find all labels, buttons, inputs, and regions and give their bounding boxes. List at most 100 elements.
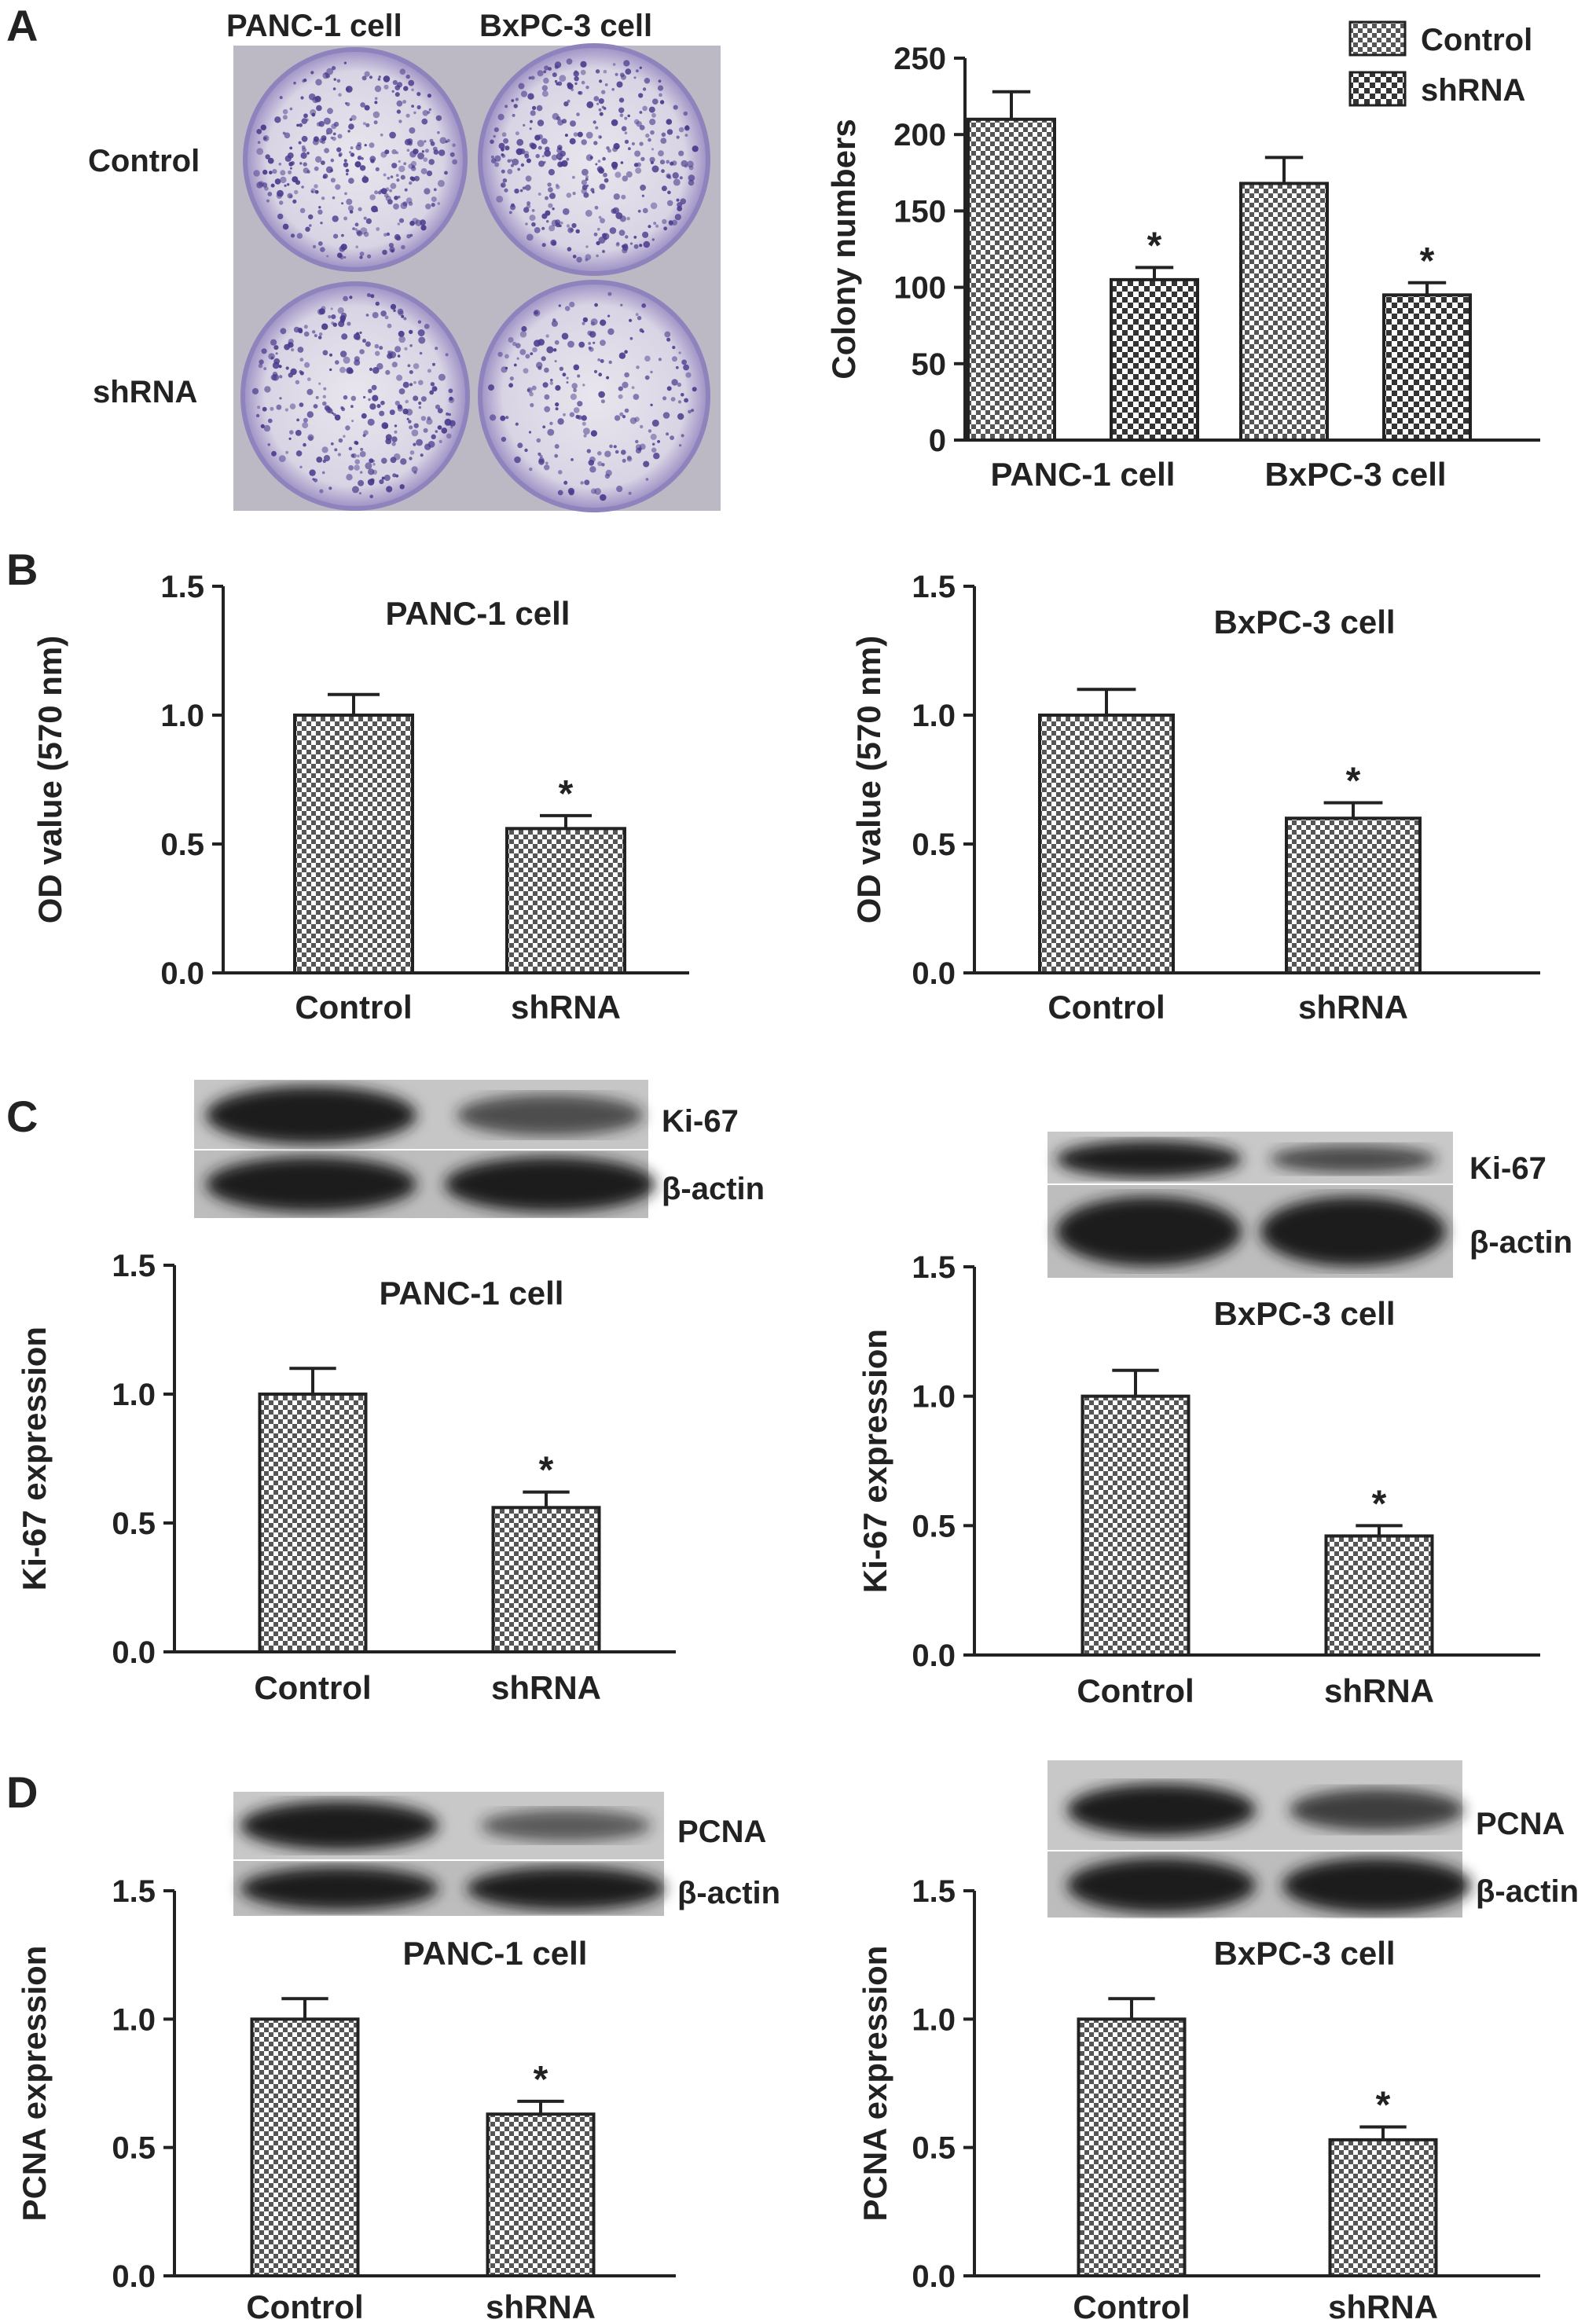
colony-dot (280, 170, 286, 176)
colony-dot (611, 208, 617, 214)
colony-dot (343, 256, 347, 259)
y-tick-label: 1.0 (160, 699, 204, 733)
colony-dot (500, 415, 506, 421)
colony-dot (398, 388, 405, 395)
colony-dot (418, 380, 424, 386)
y-tick-label: 0.5 (112, 2131, 156, 2166)
colony-dot (347, 368, 354, 374)
colony-dot (276, 404, 282, 410)
colony-dot (420, 396, 427, 402)
colony-dot (375, 350, 380, 356)
colony-dot (639, 125, 645, 130)
colony-dot (681, 393, 684, 397)
y-axis-label: Ki-67 expression (16, 1327, 53, 1591)
colony-dot (409, 176, 414, 181)
colony-dot (420, 416, 427, 421)
colony-dot (521, 325, 527, 332)
colony-dot (577, 131, 583, 138)
colony-dot (576, 112, 580, 116)
colony-dot (624, 350, 628, 354)
colony-dot (349, 295, 353, 299)
colony-dot (602, 250, 605, 253)
colony-dot (667, 190, 671, 195)
colony-dot (515, 97, 519, 101)
colony-dot (410, 160, 417, 167)
colony-dot (650, 161, 654, 164)
colony-dot (508, 336, 514, 343)
colony-dot (292, 199, 297, 204)
colony-dot (582, 383, 585, 387)
colony-dot (606, 376, 610, 380)
colony-dot (600, 319, 607, 326)
colony-dot (560, 150, 566, 157)
blot-band (1056, 1196, 1242, 1267)
colony-dot (400, 174, 405, 180)
colony-dot (288, 437, 292, 440)
colony-dot (260, 124, 266, 130)
colony-dot (334, 414, 341, 421)
x-category-label: Control (246, 2288, 363, 2323)
colony-dot (684, 164, 688, 168)
panel-letter-b: B (6, 545, 38, 594)
colony-dot (396, 374, 403, 381)
colony-dot (552, 72, 557, 78)
blot-band (480, 1809, 651, 1842)
colony-dot (289, 194, 293, 199)
colony-dot (538, 160, 545, 167)
blot-band (467, 1866, 665, 1910)
colony-dot (280, 328, 287, 335)
y-tick-label: 0.0 (160, 956, 204, 991)
colony-dot (372, 395, 379, 402)
colony-dot (418, 401, 422, 406)
colony-dot (572, 255, 577, 259)
colony-dot (313, 404, 318, 409)
colony-dot (640, 184, 646, 191)
colony-dot (367, 418, 375, 426)
colony-dot (526, 233, 534, 241)
colony-dot (322, 175, 327, 179)
colony-dot (437, 202, 440, 205)
colony-dot (561, 332, 569, 340)
colony-dot (318, 308, 325, 315)
colony-dot (658, 150, 664, 157)
colony-dot (633, 163, 639, 167)
colony-dot (666, 160, 670, 164)
colony-dot (590, 188, 595, 193)
colony-dot (396, 109, 402, 114)
legend-swatch-control (1348, 20, 1407, 57)
colony-dot (582, 321, 585, 325)
colony-dot (519, 189, 523, 193)
colony-dot (437, 179, 445, 187)
colony-dot (397, 195, 401, 199)
colony-dot (692, 145, 699, 152)
bar-control (967, 117, 1056, 442)
colony-dot (585, 154, 593, 161)
colony-dot (629, 242, 633, 245)
colony-dot (343, 295, 348, 302)
colony-dot (586, 449, 591, 453)
colony-dot (403, 162, 407, 166)
colony-dot (372, 111, 380, 119)
colony-dot (534, 310, 538, 315)
colony-dot (424, 443, 431, 450)
colony-dot (644, 355, 651, 362)
y-tick-label: 1.5 (160, 570, 204, 604)
colony-dot (337, 307, 344, 314)
colony-dot (400, 458, 407, 465)
colony-dot (257, 141, 261, 144)
colony-dot (556, 222, 561, 228)
colony-dot (439, 137, 447, 144)
colony-dot (580, 481, 584, 485)
colony-dot (496, 196, 504, 203)
colony-dot (335, 184, 341, 190)
colony-dot (584, 479, 590, 486)
colony-dot (581, 188, 587, 194)
colony-dot (420, 225, 427, 231)
colony-dot (365, 341, 371, 347)
colony-dot (390, 457, 397, 464)
y-tick-label: 0.5 (912, 828, 956, 862)
colony-dot (332, 66, 336, 71)
colony-dot (295, 450, 303, 457)
colony-dot (306, 118, 309, 122)
colony-dot (590, 318, 598, 325)
